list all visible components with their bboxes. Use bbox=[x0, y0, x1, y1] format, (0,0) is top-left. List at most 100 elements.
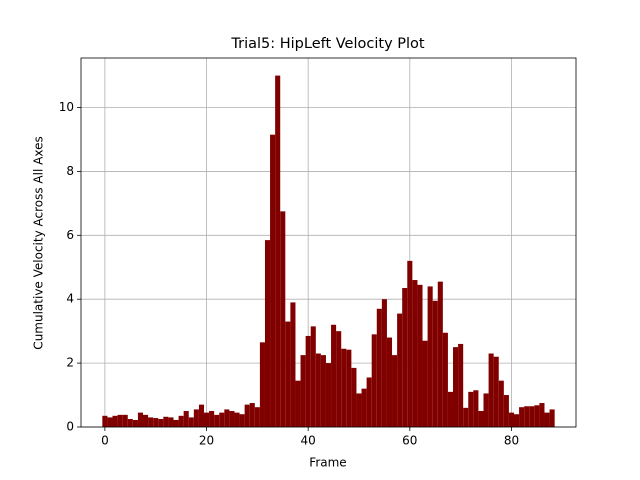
bar bbox=[290, 302, 296, 427]
bar bbox=[198, 404, 204, 427]
bar bbox=[285, 321, 291, 427]
bar bbox=[173, 419, 179, 427]
bar bbox=[320, 355, 326, 427]
bar bbox=[249, 403, 255, 427]
bar bbox=[376, 308, 382, 427]
bar bbox=[168, 417, 174, 427]
bar bbox=[422, 340, 428, 427]
bar bbox=[244, 404, 250, 427]
x-tick-label: 40 bbox=[301, 434, 316, 448]
bar bbox=[214, 414, 220, 427]
bar bbox=[524, 406, 530, 427]
bar bbox=[356, 393, 362, 427]
bar bbox=[341, 348, 347, 427]
bar bbox=[310, 326, 316, 427]
bar bbox=[224, 409, 230, 427]
bar bbox=[412, 280, 418, 427]
bar bbox=[366, 377, 372, 427]
bar bbox=[488, 353, 494, 427]
y-axis-label: Cumulative Velocity Across All Axes bbox=[32, 136, 46, 349]
bar bbox=[483, 393, 489, 427]
bar bbox=[158, 419, 164, 427]
bar bbox=[407, 260, 413, 427]
bar bbox=[148, 417, 154, 427]
bar bbox=[122, 414, 128, 427]
bar bbox=[463, 407, 469, 427]
y-tick-label: 4 bbox=[66, 292, 74, 306]
bar bbox=[508, 412, 514, 427]
bar bbox=[544, 412, 550, 427]
bar bbox=[203, 412, 210, 427]
bar bbox=[534, 405, 540, 427]
x-tick-label: 80 bbox=[504, 434, 519, 448]
y-tick-label: 6 bbox=[66, 228, 74, 242]
bar bbox=[458, 343, 464, 427]
bar bbox=[209, 411, 215, 427]
bar bbox=[498, 380, 504, 427]
x-axis-label: Frame bbox=[309, 456, 346, 470]
bar bbox=[305, 335, 311, 427]
x-tick-label: 0 bbox=[101, 434, 109, 448]
plot-frame bbox=[80, 57, 577, 428]
bar bbox=[529, 406, 535, 427]
bar bbox=[137, 412, 144, 427]
bar bbox=[132, 419, 138, 427]
bar bbox=[468, 391, 474, 427]
bar bbox=[112, 415, 118, 427]
bar bbox=[259, 342, 265, 427]
y-tick-label: 10 bbox=[59, 100, 74, 114]
bar bbox=[153, 418, 159, 427]
bar bbox=[117, 414, 123, 427]
bar bbox=[351, 367, 357, 427]
bar bbox=[183, 411, 189, 427]
bar bbox=[178, 415, 184, 427]
bar bbox=[102, 415, 108, 427]
y-tick-label: 8 bbox=[66, 164, 74, 178]
bar bbox=[392, 355, 398, 427]
bar bbox=[402, 288, 408, 427]
bar bbox=[493, 356, 499, 427]
y-tick-label: 0 bbox=[66, 420, 74, 434]
bar bbox=[325, 363, 332, 427]
bar bbox=[346, 349, 352, 427]
bar bbox=[503, 395, 509, 427]
bar bbox=[254, 407, 260, 427]
bar bbox=[417, 284, 423, 427]
bar bbox=[219, 412, 225, 427]
bar bbox=[453, 347, 459, 427]
bar bbox=[300, 355, 306, 427]
x-tick-label: 20 bbox=[199, 434, 214, 448]
bar bbox=[315, 353, 321, 427]
bar bbox=[280, 211, 286, 427]
bar bbox=[397, 313, 403, 427]
bar bbox=[427, 286, 433, 427]
bar bbox=[127, 419, 133, 427]
bar bbox=[549, 409, 555, 427]
bar bbox=[193, 409, 199, 427]
bar bbox=[386, 337, 393, 427]
bar bbox=[539, 403, 545, 427]
bar bbox=[163, 416, 169, 427]
bar bbox=[432, 300, 438, 427]
bar bbox=[513, 414, 520, 427]
bar bbox=[275, 75, 281, 428]
bar bbox=[519, 407, 525, 427]
bar bbox=[143, 414, 149, 427]
bar bbox=[239, 414, 245, 427]
x-tick-label: 60 bbox=[402, 434, 417, 448]
bar bbox=[295, 380, 301, 427]
chart-title: Trial5: HipLeft Velocity Plot bbox=[230, 36, 425, 52]
bar bbox=[478, 411, 484, 427]
bar bbox=[361, 388, 367, 427]
bar bbox=[264, 240, 271, 427]
y-tick-label: 2 bbox=[66, 356, 74, 370]
bar bbox=[270, 134, 276, 427]
bar bbox=[371, 334, 377, 427]
bar bbox=[447, 391, 454, 427]
bar bbox=[336, 331, 342, 427]
bar bbox=[381, 299, 387, 427]
bar bbox=[331, 324, 337, 427]
bar bbox=[234, 412, 240, 427]
bar bbox=[437, 281, 443, 427]
